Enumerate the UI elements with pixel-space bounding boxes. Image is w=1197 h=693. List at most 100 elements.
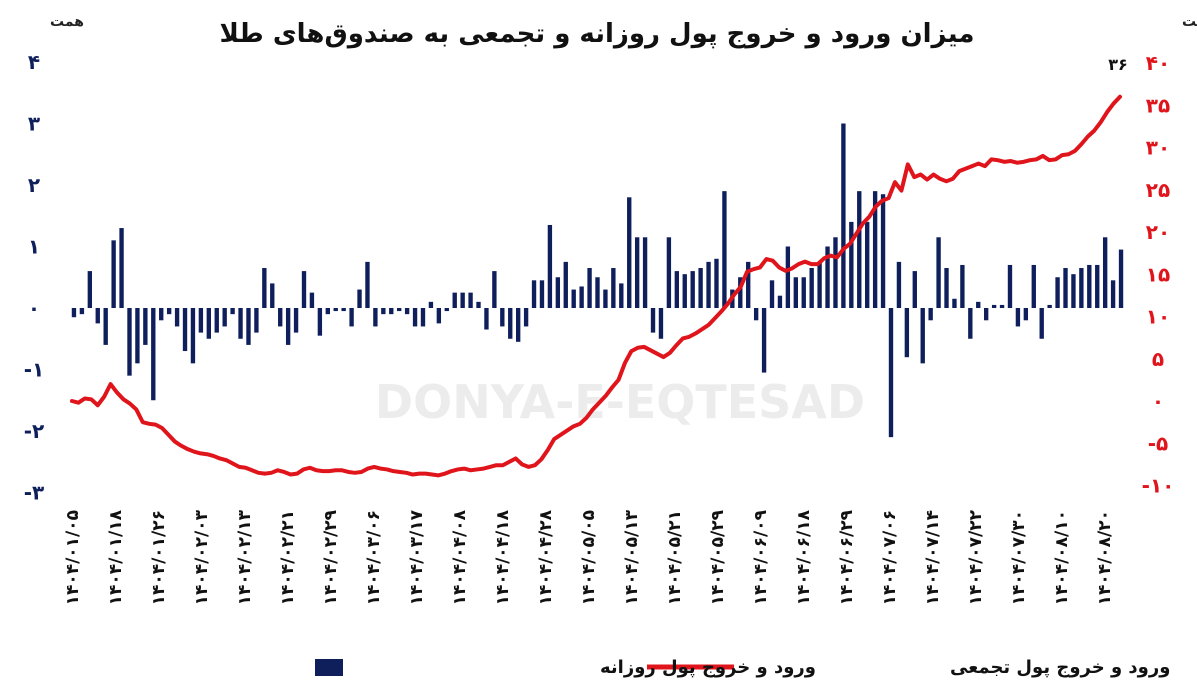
daily-bar [1047, 304, 1052, 308]
daily-bar [198, 308, 204, 333]
daily-bar [341, 308, 346, 312]
daily-bar [135, 308, 140, 364]
x-tick-label: ۱۴۰۴/۰۳/۱۷ [407, 509, 427, 605]
daily-bar [262, 268, 267, 308]
daily-bar [1118, 249, 1124, 308]
x-tick-label: ۱۴۰۴/۰۲/۲۹ [321, 509, 341, 605]
daily-bar [634, 237, 640, 308]
right-tick-label: ۵ [1152, 347, 1164, 371]
legend-cumulative-label: ورود و خروج پول تجمعی [950, 657, 1170, 678]
chart-title: میزان ورود و خروج پول روزانه و تجمعی به … [220, 19, 975, 49]
right-axis-unit: همت [1182, 14, 1197, 30]
x-tick-label: ۱۴۰۴/۰۲/۲۱ [278, 510, 298, 605]
daily-bar [1087, 264, 1092, 308]
daily-bar [1079, 268, 1084, 308]
daily-bar [301, 271, 307, 308]
daily-bar [1110, 280, 1116, 308]
daily-bar [452, 292, 457, 309]
x-tick-label: ۱۴۰۴/۰۱/۰۵ [63, 510, 83, 605]
daily-bar [944, 268, 949, 308]
daily-bar [1023, 308, 1029, 321]
daily-bar [182, 308, 188, 352]
x-tick-label: ۱۴۰۴/۰۸/۲۰ [1095, 510, 1115, 605]
daily-bar [79, 308, 85, 315]
daily-bar [333, 308, 338, 312]
daily-bar [254, 308, 259, 333]
daily-bar [484, 308, 489, 330]
daily-bar [1007, 264, 1013, 308]
daily-bar [611, 268, 616, 308]
daily-bar [151, 308, 156, 401]
right-tick-label: ۳۵ [1146, 93, 1170, 117]
daily-bar [468, 292, 473, 309]
daily-bar [285, 308, 291, 345]
daily-bar [896, 261, 902, 309]
daily-bar [928, 308, 933, 321]
daily-bar [1071, 274, 1076, 308]
daily-bar [642, 237, 648, 308]
daily-bar [460, 292, 465, 309]
x-tick-label: ۱۴۰۴/۰۱/۱۸ [106, 509, 126, 605]
legend-daily-label: ورود و خروج پول روزانه [600, 657, 816, 678]
daily-bar [1031, 264, 1036, 308]
daily-bar [690, 271, 695, 308]
daily-bar [246, 308, 251, 345]
daily-bar [984, 308, 989, 321]
daily-bar [825, 246, 830, 308]
right-axis-ticks: -۱۰ -۵ ۰ ۵ ۱۰ ۱۵ ۲۰ ۲۵ ۳۰ ۳۵ ۴۰ [1142, 51, 1175, 498]
daily-bar [230, 308, 235, 315]
legend: ورود و خروج پول تجمعی ورود و خروج پول رو… [315, 657, 1170, 678]
daily-bar [143, 308, 148, 345]
daily-bar [857, 191, 862, 308]
right-tick-label: ۱۰ [1146, 305, 1170, 329]
daily-bar [801, 277, 806, 308]
daily-bar [579, 286, 584, 308]
daily-bar [714, 258, 719, 308]
daily-bar [706, 261, 711, 309]
daily-bar [357, 289, 362, 308]
daily-bar [912, 271, 917, 308]
daily-bar [309, 292, 315, 309]
daily-bar [595, 277, 600, 308]
daily-bar [793, 277, 798, 308]
daily-bar [619, 283, 624, 308]
daily-bar [214, 308, 219, 333]
left-tick-label: -۲ [24, 419, 45, 443]
right-tick-label: ۲۵ [1146, 178, 1170, 202]
daily-bar [627, 197, 632, 308]
daily-bar [833, 237, 838, 308]
daily-bar [587, 268, 592, 308]
daily-bar [571, 289, 576, 308]
daily-bar [127, 308, 132, 376]
daily-bar [777, 295, 783, 308]
x-axis-ticks: ۱۴۰۴/۰۱/۰۵ ۱۴۰۴/۰۱/۱۸ ۱۴۰۴/۰۱/۲۶ ۱۴۰۴/۰۲/۰۳… [63, 509, 1115, 605]
daily-bar [373, 308, 378, 327]
daily-bar [880, 194, 886, 308]
daily-bar [508, 308, 513, 339]
daily-bar [746, 261, 751, 309]
daily-bar [500, 308, 505, 327]
daily-bar [381, 308, 386, 315]
daily-bar [436, 308, 442, 324]
right-tick-label: ۰ [1152, 389, 1164, 413]
daily-bar [785, 246, 791, 308]
daily-bar [698, 268, 703, 308]
daily-bar [1039, 308, 1044, 339]
daily-bar [761, 308, 767, 373]
right-tick-label: ۱۵ [1146, 262, 1170, 286]
daily-bar [95, 308, 100, 324]
cumulative-end-label: ۳۶ [1108, 55, 1128, 74]
daily-bar [428, 301, 434, 308]
left-axis-ticks: -۳ -۲ -۱ ۰ ۱ ۲ ۳ ۴ [24, 50, 45, 505]
daily-bar [999, 304, 1005, 308]
watermark-text: DONYA-E-EQTESAD [375, 375, 865, 429]
x-tick-label: ۱۴۰۴/۰۱/۲۶ [149, 510, 169, 605]
daily-bar [444, 308, 449, 312]
x-tick-label: ۱۴۰۴/۰۶/۱۸ [794, 509, 814, 605]
daily-bar [865, 221, 870, 308]
daily-bar [1063, 268, 1068, 308]
daily-bar [920, 308, 925, 364]
daily-bar [238, 308, 243, 339]
daily-bar [809, 268, 814, 308]
left-tick-label: ۳ [28, 112, 40, 136]
